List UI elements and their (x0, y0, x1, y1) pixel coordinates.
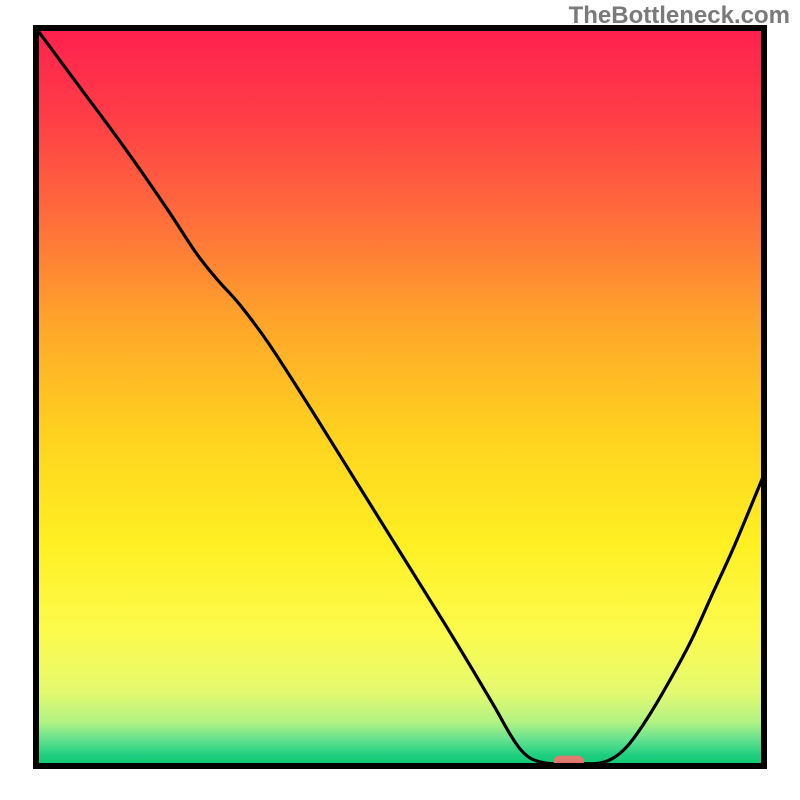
gradient-background (36, 28, 764, 766)
watermark-text: TheBottleneck.com (569, 2, 790, 30)
bottleneck-curve-chart (0, 0, 800, 800)
chart-container: { "watermark": { "text": "TheBottleneck.… (0, 0, 800, 800)
plot-area (36, 28, 764, 767)
